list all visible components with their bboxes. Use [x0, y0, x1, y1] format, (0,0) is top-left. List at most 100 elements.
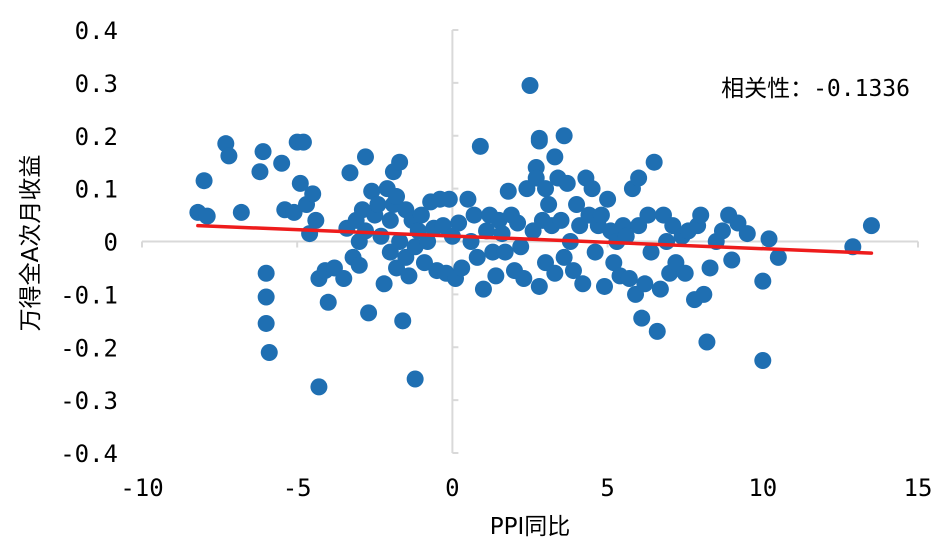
data-point — [478, 222, 496, 240]
data-point — [530, 132, 548, 150]
y-tick-label: 0 — [104, 229, 118, 257]
data-point — [645, 153, 663, 171]
y-tick-label: 0.2 — [75, 123, 118, 151]
data-point — [499, 182, 517, 200]
data-point — [468, 248, 486, 266]
data-point — [350, 256, 368, 274]
data-point — [356, 148, 374, 166]
data-point — [440, 190, 458, 208]
data-point — [394, 312, 412, 330]
data-point — [360, 304, 378, 322]
data-point — [369, 195, 387, 213]
data-point — [537, 180, 555, 198]
data-point — [391, 233, 409, 250]
data-point — [639, 206, 657, 224]
data-point — [769, 248, 787, 266]
data-point — [319, 293, 337, 311]
data-point — [465, 206, 483, 224]
data-point — [701, 259, 719, 277]
y-tick-label: -0.2 — [60, 334, 118, 362]
y-tick-label: -0.1 — [60, 281, 118, 309]
data-point — [605, 254, 623, 272]
data-point — [459, 190, 477, 208]
data-point — [558, 174, 576, 192]
data-point — [388, 188, 406, 206]
data-point — [760, 230, 778, 248]
trendline-group — [196, 223, 874, 255]
y-tick-label: 0.3 — [75, 70, 118, 98]
tick-labels: 0.4 0.3 0.2 0.1 0 -0.1 -0.2 -0.3 -0.4-10 -5 0 5 10 15 — [60, 17, 932, 502]
data-point — [555, 248, 573, 266]
y-tick-label: -0.4 — [60, 440, 118, 468]
data-point — [530, 277, 548, 295]
data-point — [633, 309, 651, 327]
data-point — [583, 180, 601, 198]
data-point — [254, 143, 272, 161]
data-point — [335, 270, 353, 288]
data-point — [651, 280, 669, 298]
x-tick-label: -5 — [283, 474, 312, 502]
x-tick-label: 0 — [445, 474, 459, 502]
data-point — [713, 222, 731, 240]
data-point — [754, 351, 772, 369]
data-point — [630, 169, 648, 187]
data-point — [273, 154, 291, 172]
data-point — [599, 190, 617, 208]
data-point — [260, 344, 278, 362]
data-point — [381, 211, 399, 229]
data-point — [363, 182, 381, 200]
data-point — [220, 147, 238, 165]
data-point — [412, 206, 430, 224]
y-tick-label: 0.1 — [75, 176, 118, 204]
data-point — [862, 217, 880, 235]
data-point — [512, 238, 530, 256]
trendline — [196, 223, 874, 255]
data-point — [450, 214, 468, 232]
data-point — [415, 254, 433, 272]
data-point — [391, 153, 409, 171]
data-point — [406, 370, 424, 388]
data-point — [375, 275, 393, 293]
y-tick-label: -0.3 — [60, 387, 118, 415]
data-point — [232, 203, 250, 221]
data-point — [471, 137, 489, 155]
data-point — [257, 314, 275, 332]
data-points — [189, 77, 880, 396]
data-point — [754, 272, 772, 290]
data-point — [568, 195, 586, 213]
data-point — [546, 264, 564, 282]
x-tick-label: 15 — [904, 474, 933, 502]
y-tick-label: 0.4 — [75, 17, 118, 45]
data-point — [648, 322, 666, 340]
data-point — [592, 206, 610, 224]
data-point — [586, 243, 604, 261]
data-point — [617, 227, 635, 245]
data-point — [595, 277, 613, 295]
data-point — [310, 378, 328, 396]
data-point — [484, 243, 502, 261]
data-point — [521, 77, 539, 95]
data-point — [307, 211, 325, 229]
data-point — [198, 207, 216, 225]
data-point — [676, 264, 694, 282]
data-point — [574, 275, 592, 293]
data-point — [304, 185, 322, 203]
data-point — [564, 262, 582, 280]
data-point — [285, 203, 303, 221]
x-tick-label: -10 — [120, 474, 163, 502]
data-point — [453, 259, 471, 277]
data-point — [546, 148, 564, 166]
data-point — [540, 195, 558, 213]
x-axis-title: PPI同比 — [490, 514, 571, 540]
data-point — [698, 333, 716, 351]
y-axis-title: 万得全A次月收益 — [18, 155, 44, 332]
data-point — [400, 267, 418, 285]
data-point — [555, 127, 573, 145]
data-point — [636, 275, 654, 293]
data-point — [723, 251, 741, 269]
data-point — [487, 267, 505, 285]
data-point — [474, 280, 492, 298]
data-point — [692, 206, 710, 224]
data-point — [496, 243, 514, 261]
